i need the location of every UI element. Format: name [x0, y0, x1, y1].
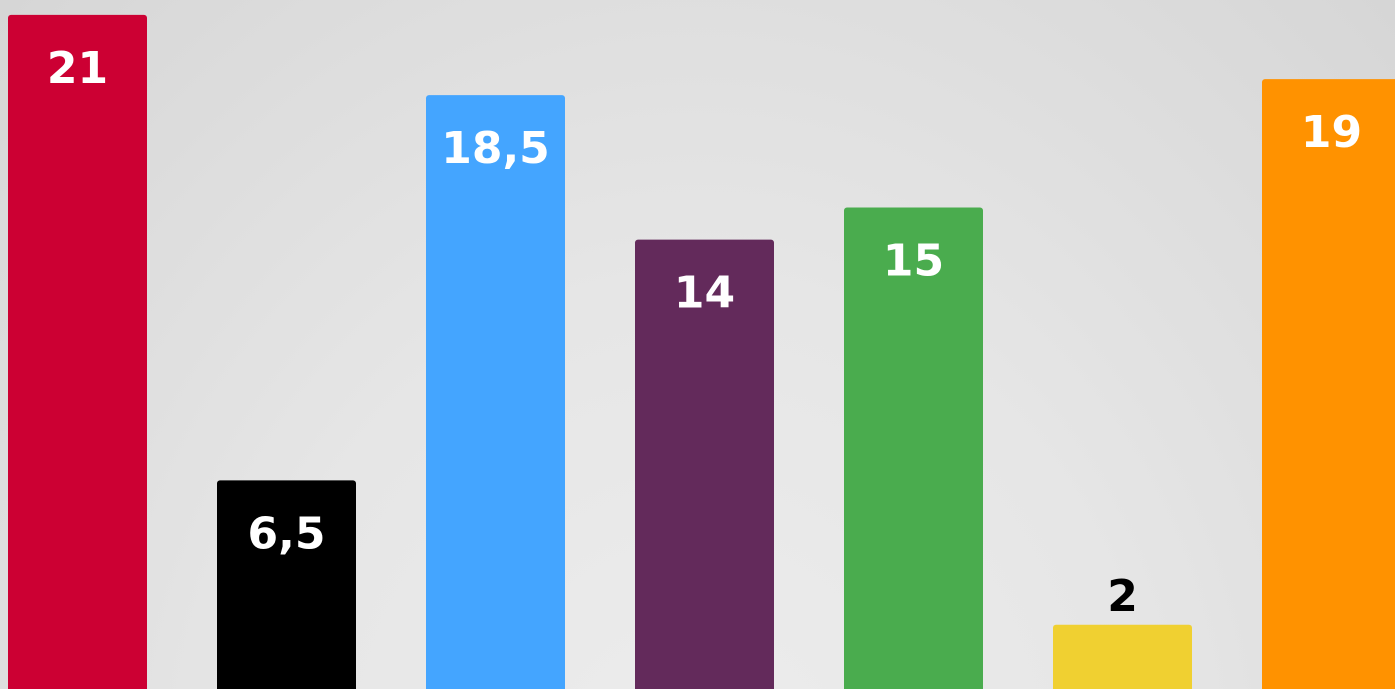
- bar-3-value-label: 18,5: [441, 123, 550, 174]
- bar-2: [217, 480, 356, 689]
- bar-4: [635, 239, 774, 689]
- bar-6: [1053, 624, 1192, 689]
- bars-group: [8, 14, 1395, 689]
- bar-5-value-label: 15: [883, 236, 944, 287]
- bar-7: [1262, 79, 1395, 689]
- labels-group: 21 6,5 18,5 14 15 2 19: [47, 43, 1362, 622]
- bar-7-value-label: 19: [1301, 107, 1362, 158]
- bar-6-value-label: 2: [1107, 571, 1138, 622]
- bar-1-value-label: 21: [47, 43, 108, 94]
- bar-1: [8, 14, 147, 689]
- bar-3: [426, 95, 565, 689]
- bar-5: [844, 207, 983, 689]
- bar-4-value-label: 14: [674, 268, 735, 319]
- bar-2-value-label: 6,5: [248, 508, 326, 559]
